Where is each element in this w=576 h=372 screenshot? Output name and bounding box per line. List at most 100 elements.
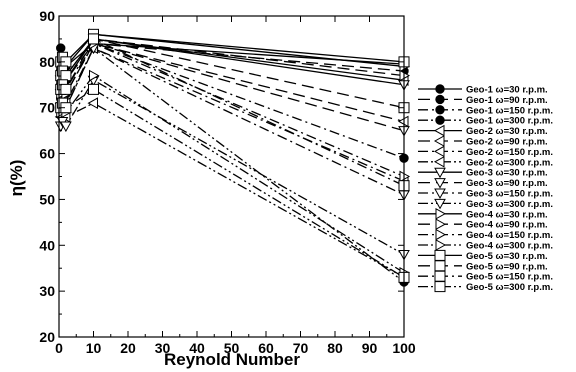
legend-marker xyxy=(435,105,445,115)
legend-marker xyxy=(435,218,447,231)
axes: 0 10 20 30 40 50 60 70 80 90 100 20 30 40 50 60 70 80 90 xyxy=(39,8,415,356)
legend-entry: Geo-2 ω=30 r.p.m. xyxy=(418,124,548,137)
legend-entry: Geo-5 ω=30 r.p.m. xyxy=(418,249,548,262)
legend-entry: Geo-5 ω=150 r.p.m. xyxy=(418,270,553,283)
legend: Geo-1 ω=30 r.p.m.Geo-1 ω=90 r.p.m.Geo-1 … xyxy=(418,84,553,293)
data-point xyxy=(60,70,72,82)
legend-entry: Geo-4 ω=90 r.p.m. xyxy=(418,218,548,231)
x-tick-label: 90 xyxy=(362,340,378,356)
x-axis-title: Reynold Number xyxy=(164,350,300,369)
data-point xyxy=(89,69,100,82)
legend-entry: Geo-4 ω=30 r.p.m. xyxy=(418,207,548,220)
series-line xyxy=(60,88,405,278)
legend-entry: Geo-4 ω=150 r.p.m. xyxy=(418,228,553,241)
data-point xyxy=(60,83,72,95)
legend-entry: Geo-2 ω=150 r.p.m. xyxy=(418,145,553,158)
x-tick-label: 10 xyxy=(86,340,102,356)
legend-marker xyxy=(434,260,446,272)
legend-entry: Geo-1 ω=300 r.p.m. xyxy=(418,115,553,127)
data-point xyxy=(87,97,98,109)
y-tick-label: 80 xyxy=(39,54,55,70)
x-tick-label: 70 xyxy=(293,340,309,356)
legend-entry: Geo-3 ω=90 r.p.m. xyxy=(418,178,548,189)
legend-marker xyxy=(433,135,445,147)
series-line xyxy=(60,42,405,178)
legend-label: Geo-3 ω=30 r.p.m. xyxy=(466,168,548,179)
legend-marker xyxy=(435,94,445,105)
legend-label: Geo-1 ω=30 r.p.m. xyxy=(466,85,548,96)
data-point xyxy=(56,43,66,53)
legend-marker xyxy=(434,167,446,179)
legend-label: Geo-5 ω=150 r.p.m. xyxy=(466,272,553,283)
legend-entry: Geo-3 ω=300 r.p.m. xyxy=(418,198,553,210)
y-axis-title: η(%) xyxy=(7,160,26,197)
legend-entry: Geo-2 ω=90 r.p.m. xyxy=(418,135,548,148)
series-8 xyxy=(54,97,409,284)
y-tick-label: 40 xyxy=(39,237,55,253)
series-9 xyxy=(54,34,410,91)
legend-entry: Geo-3 ω=30 r.p.m. xyxy=(418,167,548,179)
series-12 xyxy=(54,75,410,261)
x-tick-label: 100 xyxy=(392,340,416,356)
legend-entry: Geo-5 ω=300 r.p.m. xyxy=(418,281,553,293)
legend-marker xyxy=(434,270,446,282)
legend-entry: Geo-1 ω=30 r.p.m. xyxy=(418,84,548,96)
legend-entry: Geo-4 ω=300 r.p.m. xyxy=(418,239,553,252)
legend-label: Geo-2 ω=300 r.p.m. xyxy=(466,157,553,168)
legend-marker xyxy=(434,198,446,210)
legend-label: Geo-3 ω=90 r.p.m. xyxy=(466,178,548,189)
legend-marker xyxy=(435,239,447,251)
legend-label: Geo-5 ω=90 r.p.m. xyxy=(466,261,548,272)
plot-area xyxy=(54,28,411,287)
y-tick-label: 30 xyxy=(39,283,55,299)
series-line xyxy=(60,102,405,278)
legend-entry: Geo-5 ω=90 r.p.m. xyxy=(418,260,548,272)
data-point xyxy=(88,83,99,95)
legend-marker xyxy=(434,178,446,189)
legend-label: Geo-4 ω=90 r.p.m. xyxy=(466,220,548,231)
data-point xyxy=(60,121,72,133)
series-line xyxy=(60,79,405,256)
legend-marker xyxy=(435,84,445,94)
legend-label: Geo-1 ω=300 r.p.m. xyxy=(466,116,553,127)
legend-label: Geo-2 ω=30 r.p.m. xyxy=(466,126,548,137)
legend-entry: Geo-1 ω=150 r.p.m. xyxy=(418,105,553,116)
legend-marker xyxy=(434,281,446,293)
legend-label: Geo-5 ω=30 r.p.m. xyxy=(466,251,548,262)
y-tick-label: 60 xyxy=(39,146,55,162)
legend-entry: Geo-2 ω=300 r.p.m. xyxy=(418,155,553,168)
legend-label: Geo-1 ω=150 r.p.m. xyxy=(466,105,553,116)
legend-label: Geo-4 ω=30 r.p.m. xyxy=(466,209,548,220)
legend-marker xyxy=(435,115,445,125)
data-point xyxy=(88,33,99,45)
legend-marker xyxy=(433,124,445,137)
x-tick-label: 40 xyxy=(189,340,205,356)
legend-marker xyxy=(433,155,445,168)
legend-label: Geo-2 ω=90 r.p.m. xyxy=(466,137,548,148)
legend-label: Geo-1 ω=90 r.p.m. xyxy=(466,95,548,106)
legend-label: Geo-4 ω=300 r.p.m. xyxy=(466,241,553,252)
x-tick-label: 60 xyxy=(258,340,274,356)
x-tick-label: 50 xyxy=(224,340,240,356)
legend-entry: Geo-3 ω=150 r.p.m. xyxy=(418,188,553,200)
y-tick-label: 50 xyxy=(39,191,55,207)
y-tick-label: 90 xyxy=(39,8,55,24)
series-11 xyxy=(54,43,410,201)
legend-marker xyxy=(434,188,446,200)
x-tick-label: 30 xyxy=(155,340,171,356)
legend-label: Geo-3 ω=150 r.p.m. xyxy=(466,189,553,200)
x-tick-label: 0 xyxy=(55,340,63,356)
x-tick-label: 80 xyxy=(327,340,343,356)
y-tick-label: 70 xyxy=(39,100,55,116)
legend-label: Geo-2 ω=150 r.p.m. xyxy=(466,147,553,158)
series-7 xyxy=(54,42,409,187)
series-20 xyxy=(55,83,410,283)
legend-marker xyxy=(435,207,447,220)
legend-marker xyxy=(433,145,445,158)
legend-label: Geo-3 ω=300 r.p.m. xyxy=(466,199,553,210)
y-tick-label: 20 xyxy=(39,329,55,345)
legend-entry: Geo-1 ω=90 r.p.m. xyxy=(418,94,548,106)
legend-label: Geo-5 ω=300 r.p.m. xyxy=(466,282,553,293)
x-tick-label: 20 xyxy=(120,340,136,356)
